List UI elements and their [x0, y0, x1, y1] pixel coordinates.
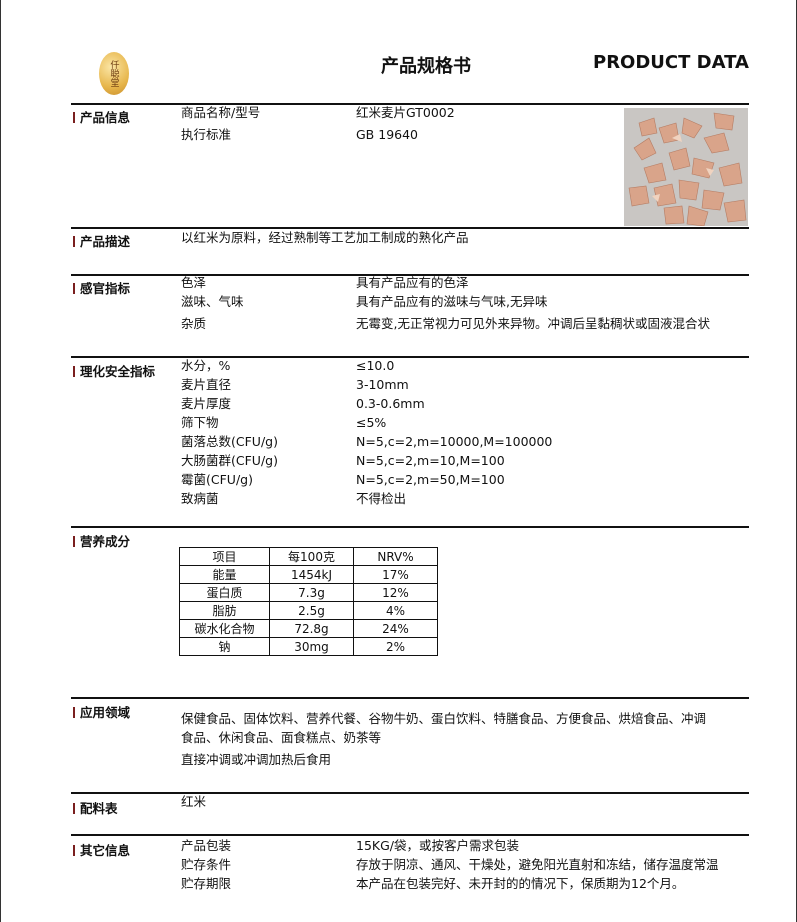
field-label: 水分，% — [181, 358, 231, 373]
field-label: 色泽 — [181, 275, 207, 290]
table-cell: 24% — [353, 619, 438, 638]
table-cell: 17% — [353, 565, 438, 584]
title-cn: 产品规格书 — [381, 56, 471, 77]
table-row: 脂肪 2.5g 4% — [179, 601, 438, 620]
divider — [71, 792, 749, 794]
divider — [71, 526, 749, 528]
field-label: 执行标准 — [181, 127, 232, 142]
section-label-nutrition: 营养成分 — [73, 531, 130, 550]
section-label-sensory: 感官指标 — [73, 278, 130, 297]
field-label: 贮存条件 — [181, 857, 232, 872]
table-row: 能量 1454kJ 17% — [179, 565, 438, 584]
field-value: N=5,c=2,m=10,M=100 — [356, 453, 505, 468]
field-label: 滋味、气味 — [181, 294, 244, 309]
section-label-info: 产品信息 — [73, 107, 130, 126]
table-cell: 碳水化合物 — [179, 619, 270, 638]
table-row: 碳水化合物 72.8g 24% — [179, 619, 438, 638]
field-value: 无霉变,无正常视力可见外来异物。冲调后呈黏稠状或固液混合状 — [356, 316, 710, 331]
field-value: 具有产品应有的色泽 — [356, 275, 469, 290]
field-value: ≤10.0 — [356, 358, 395, 373]
field-value: ≤5% — [356, 415, 387, 430]
usage-text: 直接冲调或冲调加热后食用 — [181, 752, 332, 767]
table-cell: 2% — [353, 637, 438, 656]
field-value: 红米麦片GT0002 — [356, 105, 455, 120]
field-label: 大肠菌群(CFU/g) — [181, 453, 278, 468]
table-cell: 钠 — [179, 637, 270, 656]
section-label-application: 应用领域 — [73, 702, 130, 721]
field-label: 贮存期限 — [181, 876, 232, 891]
field-label: 筛下物 — [181, 415, 219, 430]
column-header: NRV% — [353, 547, 438, 566]
field-label: 产品包装 — [181, 838, 232, 853]
table-header-row: 项目 每100克 NRV% — [179, 547, 438, 566]
product-photo — [624, 108, 748, 226]
table-cell: 脂肪 — [179, 601, 270, 620]
divider — [71, 834, 749, 836]
section-label-physchem: 理化安全指标 — [73, 361, 155, 380]
field-value: N=5,c=2,m=50,M=100 — [356, 472, 505, 487]
column-header: 每100克 — [269, 547, 354, 566]
field-label: 商品名称/型号 — [181, 105, 261, 120]
table-cell: 4% — [353, 601, 438, 620]
application-text: 食品、休闲食品、面食糕点、奶茶等 — [181, 730, 382, 745]
table-row: 蛋白质 7.3g 12% — [179, 583, 438, 602]
divider — [71, 356, 749, 358]
field-label: 麦片厚度 — [181, 396, 232, 411]
table-cell: 1454kJ — [269, 565, 354, 584]
table-cell: 30mg — [269, 637, 354, 656]
field-value: N=5,c=2,m=10000,M=100000 — [356, 434, 553, 449]
section-label-desc: 产品描述 — [73, 231, 130, 250]
table-cell: 72.8g — [269, 619, 354, 638]
section-label-other: 其它信息 — [73, 840, 130, 859]
field-label: 霉菌(CFU/g) — [181, 472, 253, 487]
field-value: 0.3-0.6mm — [356, 396, 425, 411]
field-value: 具有产品应有的滋味与气味,无异味 — [356, 294, 548, 309]
field-value: 本产品在包装完好、未开封的的情况下，保质期为12个月。 — [356, 876, 685, 891]
field-value: 不得检出 — [356, 491, 407, 506]
field-label: 菌落总数(CFU/g) — [181, 434, 278, 449]
divider — [71, 103, 749, 105]
divider — [71, 274, 749, 276]
table-cell: 7.3g — [269, 583, 354, 602]
table-row: 钠 30mg 2% — [179, 637, 438, 656]
nutrition-table: 项目 每100克 NRV% 能量 1454kJ 17% 蛋白质 7.3g 12% 脂肪 2.5… — [179, 547, 438, 656]
field-label: 杂质 — [181, 316, 207, 331]
field-label: 麦片直径 — [181, 377, 232, 392]
field-value: 存放于阴凉、通风、干燥处，避免阳光直射和冻结，储存温度常温 — [356, 857, 719, 872]
field-label: 致病菌 — [181, 491, 219, 506]
table-cell: 12% — [353, 583, 438, 602]
application-text: 保健食品、固体饮料、营养代餐、谷物牛奶、蛋白饮料、特膳食品、方便食品、烘焙食品、… — [181, 711, 707, 726]
section-label-ingredients: 配料表 — [73, 798, 118, 817]
title-en: PRODUCT DATA — [593, 52, 749, 73]
ingredients-text: 红米 — [181, 794, 207, 809]
field-value: 15KG/袋，或按客户需求包装 — [356, 838, 520, 853]
table-cell: 蛋白质 — [179, 583, 270, 602]
table-cell: 2.5g — [269, 601, 354, 620]
field-value: GB 19640 — [356, 127, 418, 142]
table-cell: 能量 — [179, 565, 270, 584]
column-header: 项目 — [179, 547, 270, 566]
divider — [71, 697, 749, 699]
description-text: 以红米为原料，经过熟制等工艺加工制成的熟化产品 — [181, 230, 469, 245]
divider — [71, 227, 749, 229]
field-value: 3-10mm — [356, 377, 409, 392]
brand-logo: 仟聪堂 — [99, 52, 129, 95]
